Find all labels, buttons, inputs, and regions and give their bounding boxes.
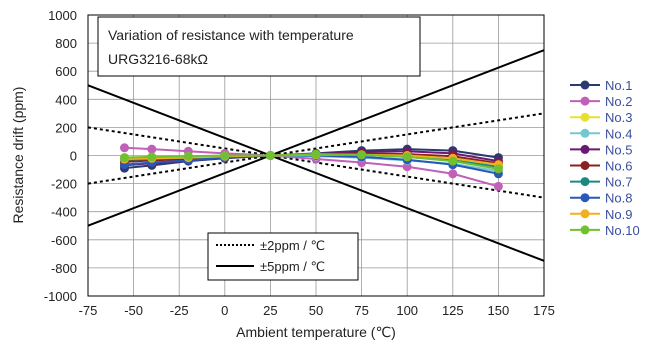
series-10-point-7	[402, 152, 412, 162]
chart-subtitle: URG3216-68kΩ	[108, 51, 208, 67]
series-2-point-9	[493, 181, 503, 191]
x-tick-label-8: 125	[442, 303, 464, 318]
series-group	[119, 143, 503, 191]
y-tick-label-6: -200	[51, 177, 77, 192]
series-10-point-8	[448, 156, 458, 166]
legend-swatch-marker-8	[580, 193, 590, 203]
ref-legend-label-5ppm: ±5ppm / ℃	[260, 259, 325, 274]
series-2-point-1	[147, 144, 157, 154]
legend-swatch-marker-3	[580, 112, 590, 122]
ref-legend-label-2ppm: ±2ppm / ℃	[260, 238, 325, 253]
x-tick-label-6: 75	[354, 303, 368, 318]
x-axis-title: Ambient temperature (℃)	[236, 324, 396, 340]
chart-title: Variation of resistance with temperature	[108, 27, 354, 43]
y-tick-label-3: 400	[55, 92, 77, 107]
legend-label-9: No.9	[605, 207, 632, 222]
x-tick-label-5: 50	[309, 303, 323, 318]
legend-label-7: No.7	[605, 175, 632, 190]
y-tick-label-7: -400	[51, 205, 77, 220]
legend-swatch-marker-9	[580, 209, 590, 219]
series-2-point-8	[448, 169, 458, 179]
legend-swatch-marker-2	[580, 96, 590, 106]
legend-item-10: No.10	[570, 223, 640, 238]
y-tick-labels: 1000 800 600 400 200 0 -200 -400 -600 -800 -1000	[44, 8, 77, 304]
series-2-point-7	[402, 162, 412, 172]
y-axis-title: Resistance drift (ppm)	[10, 87, 26, 224]
x-tick-label-9: 150	[488, 303, 510, 318]
y-tick-label-4: 200	[55, 120, 77, 135]
legend-item-8: No.8	[570, 191, 632, 206]
reference-legend-frame	[207, 232, 359, 281]
series-line-2	[124, 146, 499, 188]
series-10-point-2	[183, 151, 193, 161]
legend-swatch-marker-5	[580, 144, 590, 154]
x-tick-label-10: 175	[533, 303, 555, 318]
y-tick-label-1: 800	[55, 36, 77, 51]
legend-item-2: No.2	[570, 94, 632, 109]
title-box-frame	[97, 16, 421, 77]
y-tick-label-8: -600	[51, 233, 77, 248]
series-10-point-5	[311, 149, 321, 159]
legend-label-5: No.5	[605, 142, 632, 157]
x-tick-label-0: -75	[79, 303, 98, 318]
reference-line-neg-5ppm	[88, 84, 544, 262]
series-10-point-6	[357, 150, 367, 160]
y-tick-label-2: 600	[55, 64, 77, 79]
legend-label-4: No.4	[605, 126, 632, 141]
series-legend: No.1No.2No.3No.4No.5 No.6No.7No.8No.9No.1…	[570, 78, 640, 238]
x-tick-label-3: 0	[221, 303, 228, 318]
x-tick-label-1: -50	[124, 303, 143, 318]
legend-item-4: No.4	[570, 126, 632, 141]
plot-frame	[87, 14, 545, 297]
series-10-point-4	[265, 151, 275, 160]
y-tick-label-10: -1000	[44, 289, 77, 304]
legend-swatch-marker-10	[580, 225, 590, 235]
reference-legend: ±2ppm / ℃ ±5ppm / ℃	[207, 232, 359, 281]
legend-item-7: No.7	[570, 175, 632, 190]
x-tick-label-4: 25	[263, 303, 277, 318]
series-2-point-0	[119, 143, 129, 153]
reference-line-pos-2ppm	[88, 112, 544, 185]
legend-item-6: No.6	[570, 159, 632, 174]
legend-item-9: No.9	[570, 207, 632, 222]
reference-line-pos-5ppm	[88, 49, 544, 227]
series-10-point-3	[220, 151, 230, 160]
y-tick-label-0: 1000	[48, 8, 77, 23]
legend-item-1: No.1	[570, 78, 632, 93]
x-tick-label-2: -25	[170, 303, 189, 318]
legend-label-3: No.3	[605, 110, 632, 125]
y-tick-label-9: -800	[51, 261, 77, 276]
series-10-point-0	[119, 153, 129, 163]
y-tick-label-5: 0	[70, 149, 77, 164]
x-tick-label-7: 100	[396, 303, 418, 318]
series-10-point-1	[147, 152, 157, 162]
legend-item-5: No.5	[570, 142, 632, 157]
series-10-point-9	[493, 164, 503, 174]
legend-label-1: No.1	[605, 78, 632, 93]
legend-swatch-marker-7	[580, 177, 590, 187]
legend-label-10: No.10	[605, 223, 640, 238]
legend-swatch-marker-1	[580, 80, 590, 90]
legend-item-3: No.3	[570, 110, 632, 125]
series-10	[119, 149, 503, 174]
series-line-10	[124, 153, 499, 170]
x-tick-labels: -75 -50 -25 0 25 50 75 100 125 150 175	[79, 303, 555, 318]
legend-swatch-marker-6	[580, 161, 590, 170]
legend-label-6: No.6	[605, 159, 632, 174]
legend-label-2: No.2	[605, 94, 632, 109]
legend-label-8: No.8	[605, 191, 632, 206]
legend-swatch-marker-4	[580, 128, 590, 138]
title-box: Variation of resistance with temperature…	[97, 16, 421, 77]
